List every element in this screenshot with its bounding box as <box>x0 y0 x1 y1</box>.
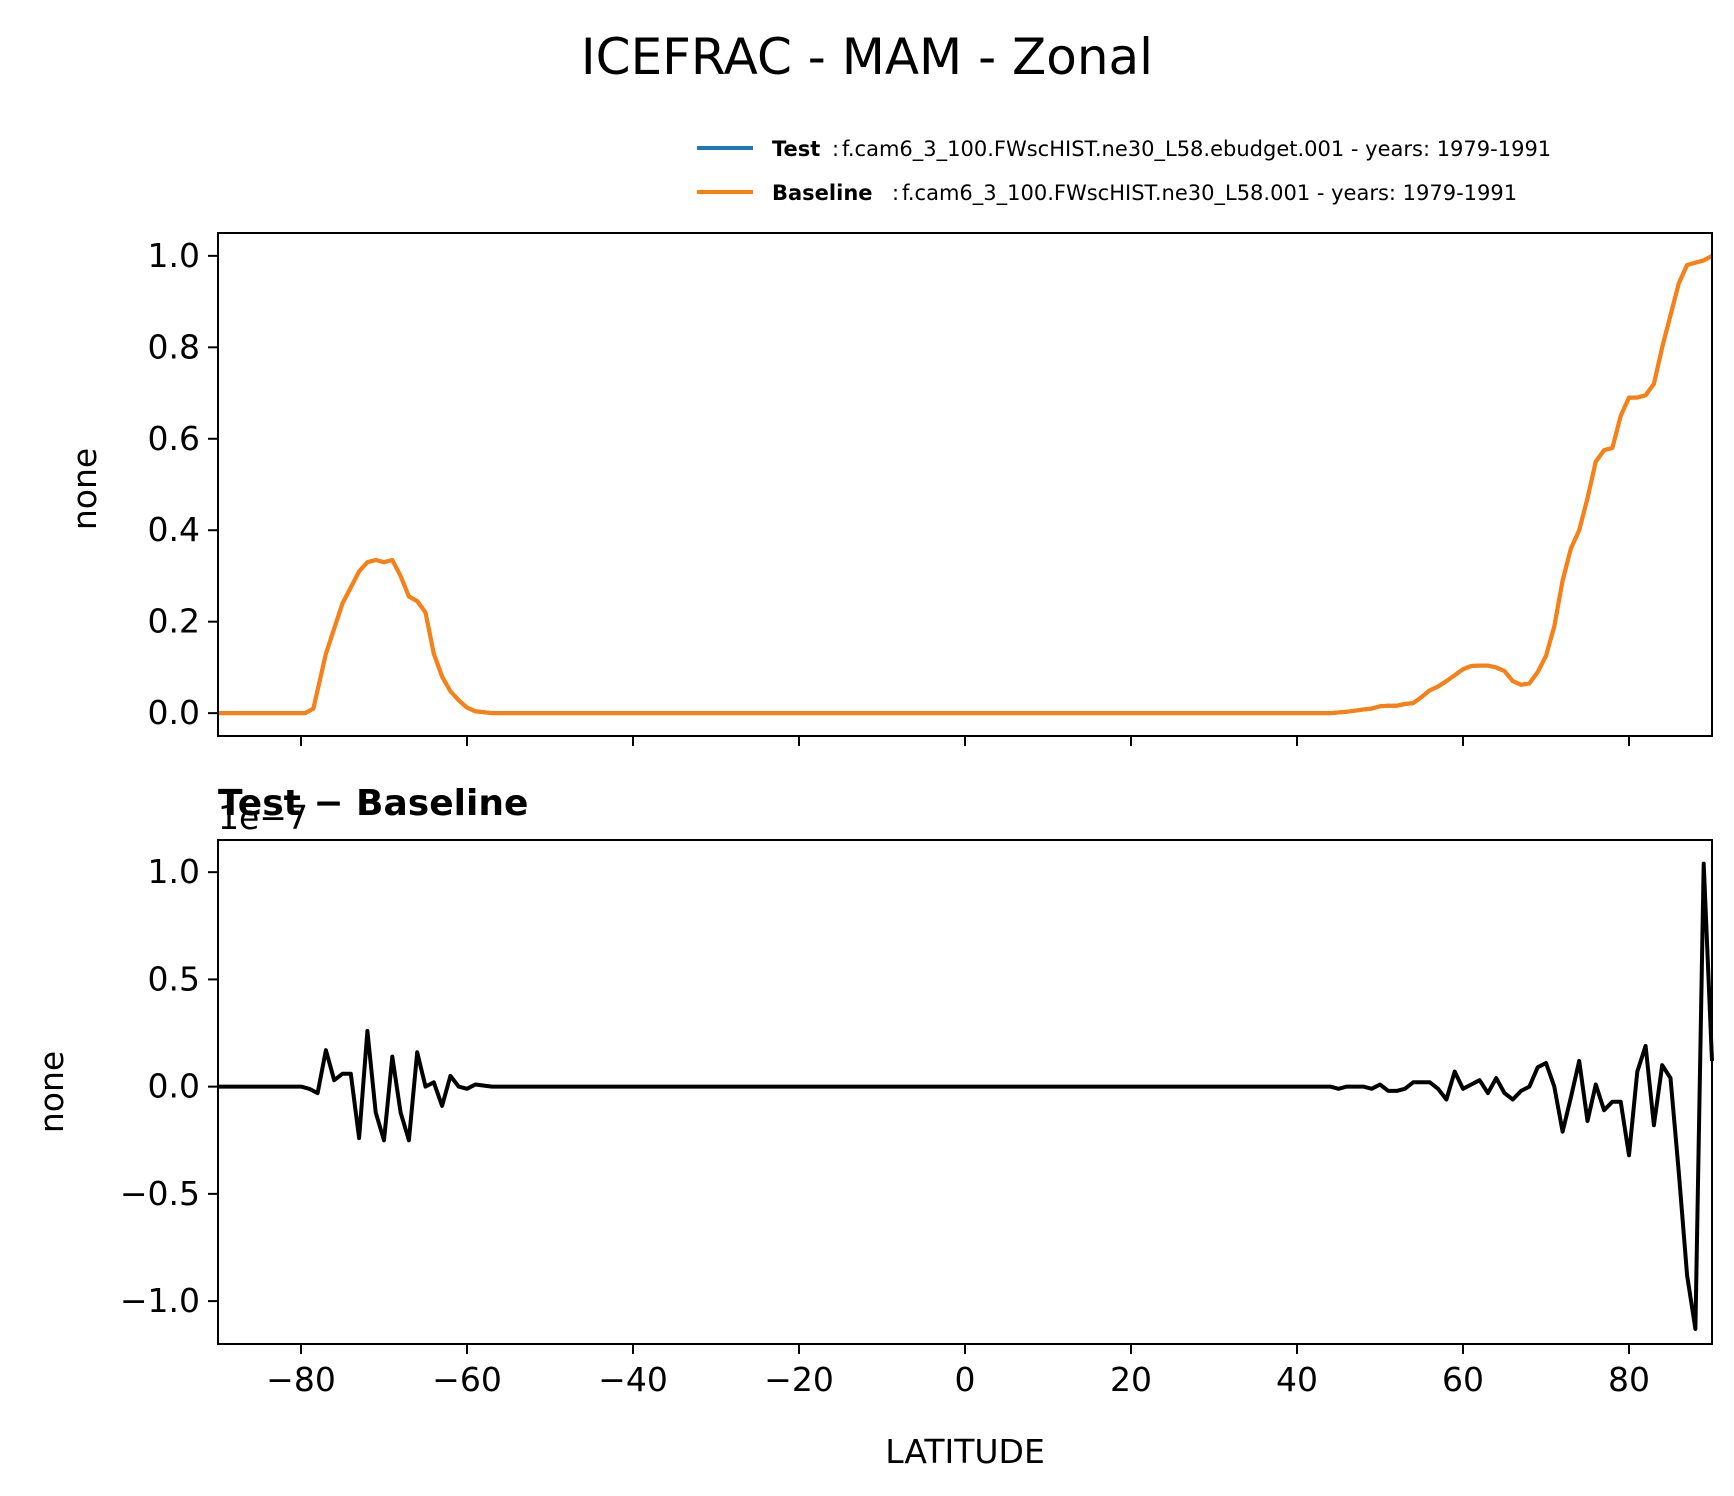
bottom-xtick-label: −20 <box>764 1360 834 1399</box>
legend-desc-test: f.cam6_3_100.FWscHIST.ne30_L58.ebudget.0… <box>842 137 1551 162</box>
bottom-xtick-label: −60 <box>432 1360 502 1399</box>
bottom-xtick-label: 60 <box>1442 1360 1484 1399</box>
legend-sep-test: : <box>832 137 839 161</box>
top-ytick-label: 0.0 <box>148 693 200 732</box>
top-axes-frame <box>217 232 1713 737</box>
bottom-xtick-label: 20 <box>1110 1360 1152 1399</box>
legend-label-baseline: Baseline <box>772 181 873 205</box>
bottom-xtick-label: 80 <box>1608 1360 1650 1399</box>
legend: Test : f.cam6_3_100.FWscHIST.ne30_L58.eb… <box>697 137 1551 206</box>
figure-title: ICEFRAC - MAM - Zonal <box>581 28 1153 86</box>
legend-desc-baseline: f.cam6_3_100.FWscHIST.ne30_L58.001 - yea… <box>902 181 1517 206</box>
top-ticks-group: 0.0 0.2 0.4 0.6 0.8 1.0 <box>148 236 1630 746</box>
bottom-xtick-label: 40 <box>1276 1360 1318 1399</box>
bottom-ytick-label: 0.5 <box>148 959 200 998</box>
bottom-ytick-label: 0.0 <box>148 1067 200 1106</box>
top-panel: 0.0 0.2 0.4 0.6 0.8 1.0 none <box>65 232 1713 746</box>
bottom-offset-label: 1e−7 <box>218 798 308 837</box>
top-ylabel: none <box>65 448 104 530</box>
bottom-ytick-label: 1.0 <box>148 852 200 891</box>
bottom-title: Test − Baseline <box>218 783 528 824</box>
top-ytick-label: 0.8 <box>148 327 200 366</box>
bottom-ylabel: none <box>32 1051 71 1133</box>
top-ytick-label: 0.4 <box>148 510 200 549</box>
bottom-axes-frame <box>217 839 1713 1345</box>
bottom-ytick-label: −0.5 <box>120 1174 200 1213</box>
top-ytick-label: 1.0 <box>148 236 200 275</box>
bottom-ytick-label: −1.0 <box>120 1281 200 1320</box>
legend-label-test: Test <box>772 137 820 161</box>
bottom-xtick-label: −40 <box>598 1360 668 1399</box>
bottom-panel: −1.0 −0.5 0.0 0.5 1.0 −80 −60 −40 −20 0 20 40 60 80 1… <box>32 783 1714 1471</box>
top-ytick-label: 0.6 <box>148 419 200 458</box>
bottom-xtick-label: 0 <box>955 1360 976 1399</box>
bottom-xtick-label: −80 <box>266 1360 336 1399</box>
top-series-group <box>218 254 1713 716</box>
top-series-line-baseline <box>218 254 1713 716</box>
bottom-series-group <box>218 861 1714 1331</box>
bottom-xlabel: LATITUDE <box>885 1432 1045 1471</box>
bottom-ticks-group: −1.0 −0.5 0.0 0.5 1.0 −80 −60 −40 −20 0 20 40 60 80 <box>120 852 1650 1399</box>
bottom-series-line-test-baseline <box>218 861 1714 1331</box>
top-ytick-label: 0.2 <box>148 602 200 641</box>
legend-sep-baseline: : <box>892 181 899 205</box>
